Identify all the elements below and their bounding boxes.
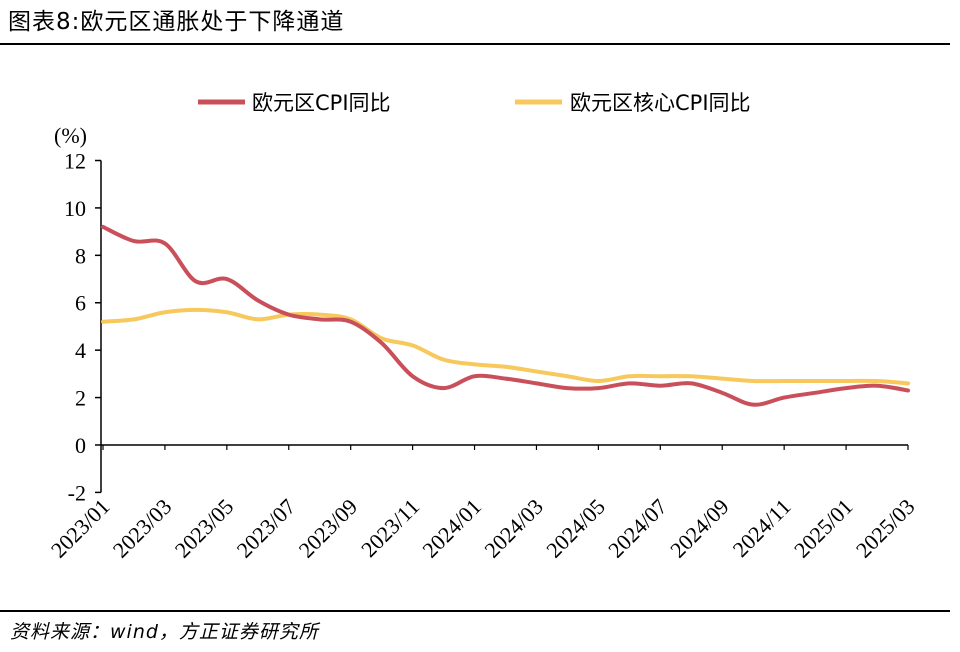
x-tick-label: 2023/03 [108, 494, 177, 563]
y-tick-label: -2 [68, 480, 86, 505]
y-tick-label: 2 [75, 386, 86, 411]
y-axis-ticks: 12 10 8 6 4 2 0 -2 [64, 149, 101, 505]
y-tick-label: 0 [75, 433, 86, 458]
x-tick-label: 2023/09 [294, 494, 363, 563]
y-tick-label: 8 [75, 243, 86, 268]
x-tick-label: 2024/05 [541, 494, 610, 563]
x-tick-label: 2024/11 [728, 494, 796, 562]
x-tick-label: 2024/09 [665, 494, 734, 563]
y-tick-label: 12 [64, 149, 86, 174]
legend-label-cpi: 欧元区CPI同比 [252, 91, 391, 115]
x-axis-ticks: 2023/012023/032023/052023/072023/092023/… [46, 444, 920, 563]
y-tick-label: 10 [64, 196, 86, 221]
series-lines [101, 224, 910, 407]
x-tick-label: 2025/03 [851, 494, 920, 563]
legend-label-core-cpi: 欧元区核心CPI同比 [570, 91, 751, 115]
series-line-cpi [101, 224, 910, 407]
x-tick-label: 2024/07 [603, 494, 672, 563]
source-note: 资料来源：wind，方正证券研究所 [10, 621, 319, 643]
series-line-core-cpi [101, 307, 910, 386]
top-divider [0, 43, 950, 45]
x-tick-label: 2024/01 [417, 494, 486, 563]
x-tick-label: 2023/11 [356, 494, 424, 562]
y-tick-label: 6 [75, 291, 86, 316]
y-tick-label: 4 [75, 338, 86, 363]
legend: 欧元区CPI同比 欧元区核心CPI同比 [198, 91, 751, 115]
x-tick-label: 2023/07 [232, 494, 301, 563]
y-axis-label: (%) [54, 123, 87, 148]
bottom-divider [0, 610, 950, 612]
x-tick-label: 2024/03 [479, 494, 548, 563]
x-tick-label: 2023/05 [170, 494, 239, 563]
x-tick-label: 2025/01 [789, 494, 858, 563]
chart-title: 图表8:欧元区通胀处于下降通道 [8, 9, 345, 35]
